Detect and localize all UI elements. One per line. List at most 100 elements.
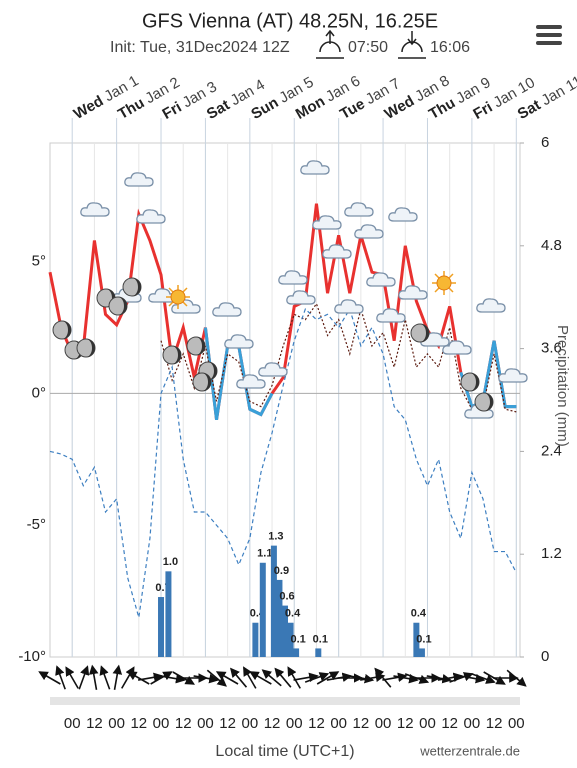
precip-label: 0.1 [290, 633, 305, 645]
title: GFS Vienna (AT) 48.25N, 16.25E [142, 10, 438, 32]
precip-bar [270, 545, 277, 657]
wind-arrow [137, 672, 164, 683]
sunrise-icon [316, 29, 344, 59]
precip-bar [158, 597, 165, 657]
x-tick-label: 12 [308, 715, 325, 732]
temperature-line [160, 302, 517, 413]
wind-arrow [121, 666, 135, 689]
precip-bar [413, 622, 420, 657]
precip-label: 0.4 [285, 608, 301, 620]
precip-label: 0.4 [411, 608, 427, 620]
y-tick-label: 5° [32, 253, 46, 270]
y2-tick-label: 0 [541, 648, 549, 665]
wind-arrow [382, 672, 408, 683]
wind-arrow [78, 665, 90, 690]
precip-label: 1.1 [257, 548, 272, 560]
x-tick-label: 12 [86, 715, 103, 732]
wind-arrow [293, 672, 319, 683]
x-tick-label: 12 [441, 715, 458, 732]
wind-arrow [393, 673, 419, 684]
x-tick-label: 12 [130, 715, 147, 732]
wind-arrow [348, 673, 375, 684]
subtitle: Init: Tue, 31Dec2024 12Z [110, 39, 290, 56]
temperature-line [49, 307, 517, 618]
wind-arrow [374, 667, 392, 688]
wind-arrow [215, 671, 239, 685]
wind-arrow [38, 671, 61, 685]
weather-icons [52, 160, 528, 419]
wind-arrow [274, 667, 292, 688]
precip-label: 0.1 [313, 633, 328, 645]
precip-bar [315, 648, 322, 657]
x-tick-label: 12 [353, 715, 370, 732]
x-tick-label: 00 [64, 715, 81, 732]
weekday: Tue [337, 95, 368, 123]
precip-bar [418, 648, 425, 657]
menu-button[interactable] [536, 25, 562, 45]
y2-tick-label: 1.2 [541, 545, 562, 562]
wind-arrow [287, 666, 301, 689]
wind-arrow [229, 667, 248, 688]
x-tick-label: 00 [375, 715, 392, 732]
wind-arrow [459, 673, 486, 684]
wind-arrow [249, 671, 272, 685]
wind-arrow [99, 665, 111, 690]
y2-tick-label: 6 [541, 134, 549, 151]
precip-bar [287, 622, 294, 657]
y-tick-label: -5° [27, 516, 46, 533]
precip-label: 0.9 [274, 565, 289, 577]
wind-arrow [65, 666, 79, 689]
wind-arrow [261, 669, 282, 687]
wind-arrow [112, 664, 123, 690]
wind-arrow [506, 669, 527, 687]
freezing-line [249, 392, 274, 417]
wind-arrow [304, 672, 330, 683]
precip-bar [293, 648, 300, 657]
precip-label: 0.6 [279, 591, 294, 603]
x-tick-label: 00 [419, 715, 436, 732]
x-tick-label: 12 [175, 715, 192, 732]
y2-axis-title: Precipitation (mm) [554, 325, 571, 447]
weekday: Fri [160, 99, 185, 123]
wind-arrow [437, 672, 464, 683]
x-tick-label: 00 [508, 715, 525, 732]
wind-arrow [471, 673, 496, 684]
precip-label: 1.0 [163, 556, 178, 568]
x-tick-label: 00 [197, 715, 214, 732]
x-tick-label: 12 [219, 715, 236, 732]
x-tick-label: 12 [486, 715, 503, 732]
sunset: 16:06 [430, 39, 470, 56]
x-tick-label: 00 [330, 715, 347, 732]
weekday: Sat [515, 97, 544, 123]
precip-bar [276, 579, 283, 657]
x-tick-label: 00 [286, 715, 303, 732]
y-tick-label: 0° [32, 384, 46, 401]
precip-bar [282, 605, 288, 657]
wind-arrow [449, 672, 474, 683]
wind-arrow [150, 671, 173, 685]
wind-arrow [426, 673, 452, 684]
x-tick-label: 00 [464, 715, 481, 732]
wind-arrow [316, 671, 340, 685]
precip-bar [252, 622, 259, 657]
date: Jan 11 [538, 73, 577, 110]
weekday: Sat [204, 97, 233, 123]
wind-arrow [193, 673, 219, 684]
y2-tick-label: 3.6 [541, 340, 562, 357]
wind-arrow [206, 669, 227, 687]
y2-tick-label: 2.4 [541, 442, 562, 459]
weekday: Wed [71, 92, 107, 122]
y-tick-label: -10° [18, 648, 46, 665]
precip-bar [259, 562, 266, 657]
precip-label: 0.1 [416, 633, 431, 645]
sunrise: 07:50 [348, 39, 388, 56]
sunset-icon [398, 31, 426, 59]
x-tick-label: 00 [241, 715, 258, 732]
x-tick-label: 00 [153, 715, 170, 732]
wind-arrow [127, 671, 150, 685]
x-tick-label: 12 [264, 715, 281, 732]
time-strip [50, 697, 520, 705]
x-tick-label: 00 [108, 715, 125, 732]
weekday: Fri [470, 99, 495, 123]
